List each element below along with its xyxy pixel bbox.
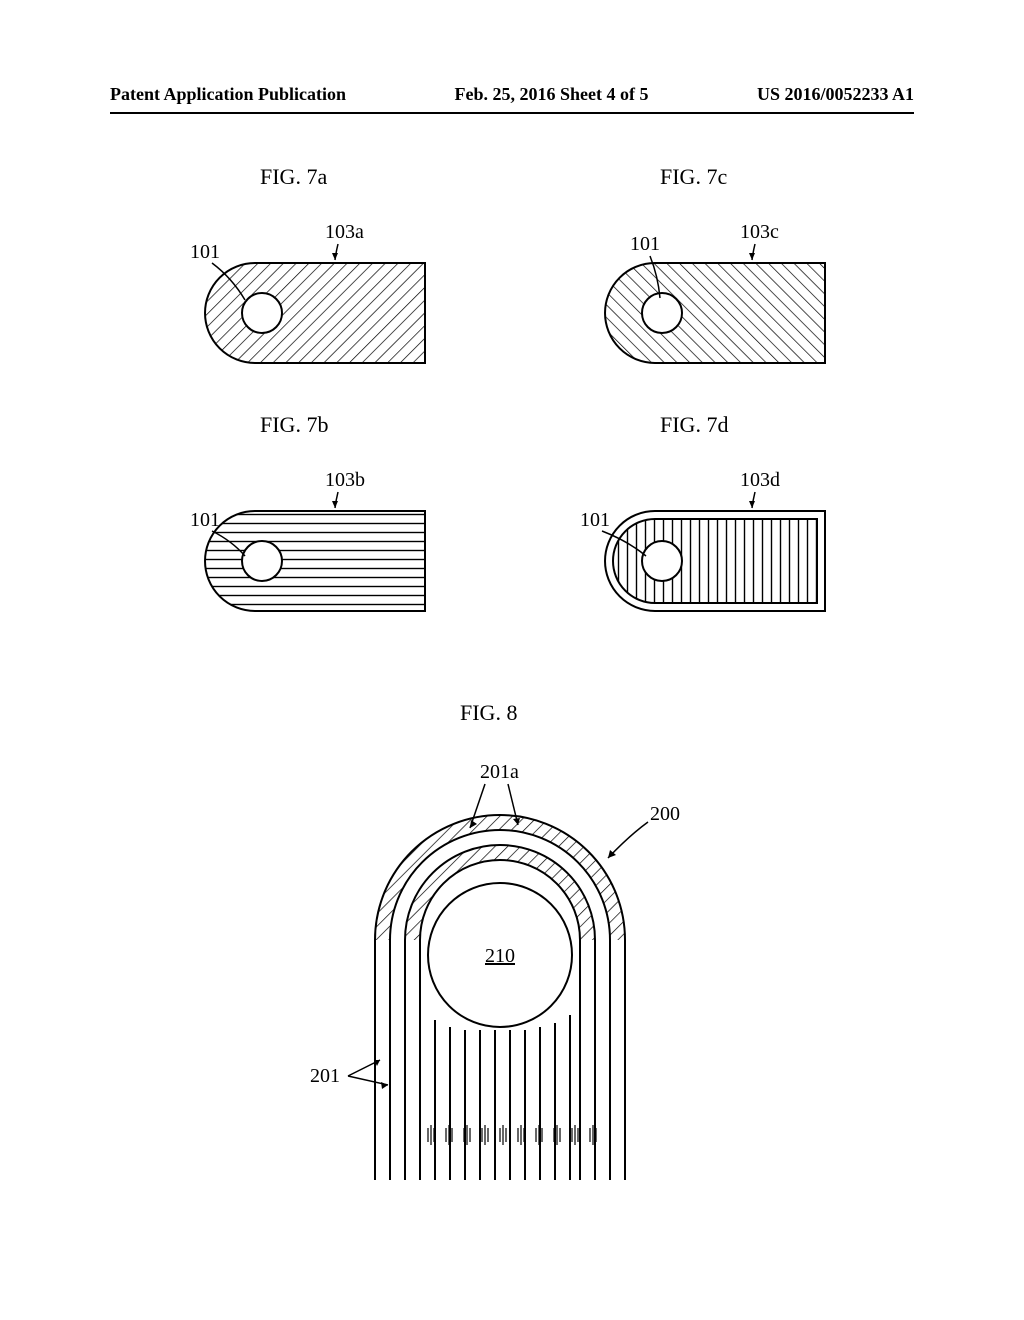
fig7b-title: FIG. 7b: [260, 412, 328, 438]
header-center: Feb. 25, 2016 Sheet 4 of 5: [455, 84, 649, 105]
fig7c-panel: 101 103c: [560, 208, 840, 383]
fig7c-ref103: 103c: [740, 221, 779, 243]
fig7b-ref101: 101: [190, 509, 220, 531]
header-right: US 2016/0052233 A1: [757, 84, 914, 105]
fig7d-svg: 101 103d: [560, 456, 840, 631]
fig7b-svg: 101 103b: [160, 456, 440, 631]
header-left: Patent Application Publication: [110, 84, 346, 105]
fig7c-svg: 101 103c: [560, 208, 840, 383]
fig8-panel: 210 201a: [270, 740, 730, 1200]
fig7c-ref101: 101: [630, 233, 660, 255]
fig7a-title: FIG. 7a: [260, 164, 327, 190]
fig8-svg: 210 201a: [270, 740, 730, 1200]
header-rule: [110, 112, 914, 114]
fig7a-ref101: 101: [190, 241, 220, 263]
fig8-ref210: 210: [485, 945, 515, 967]
fig7a-svg: 101 103a: [160, 208, 440, 383]
fig7b-panel: 101 103b: [160, 456, 440, 631]
fig7d-ref103: 103d: [740, 469, 780, 491]
fig7d-panel: 101 103d: [560, 456, 840, 631]
fig7a-panel: 101 103a: [160, 208, 440, 383]
fig7a-ref103: 103a: [325, 221, 364, 243]
fig8-ref201: 201: [310, 1065, 340, 1087]
fig7d-title: FIG. 7d: [660, 412, 728, 438]
fig8-title: FIG. 8: [460, 700, 517, 726]
fig7b-ref103: 103b: [325, 469, 365, 491]
fig8-ref201a: 201a: [480, 761, 519, 783]
fig7d-ref101: 101: [580, 509, 610, 531]
fig8-ref200: 200: [650, 803, 680, 825]
fig7c-title: FIG. 7c: [660, 164, 727, 190]
page-header: Patent Application Publication Feb. 25, …: [110, 84, 914, 105]
